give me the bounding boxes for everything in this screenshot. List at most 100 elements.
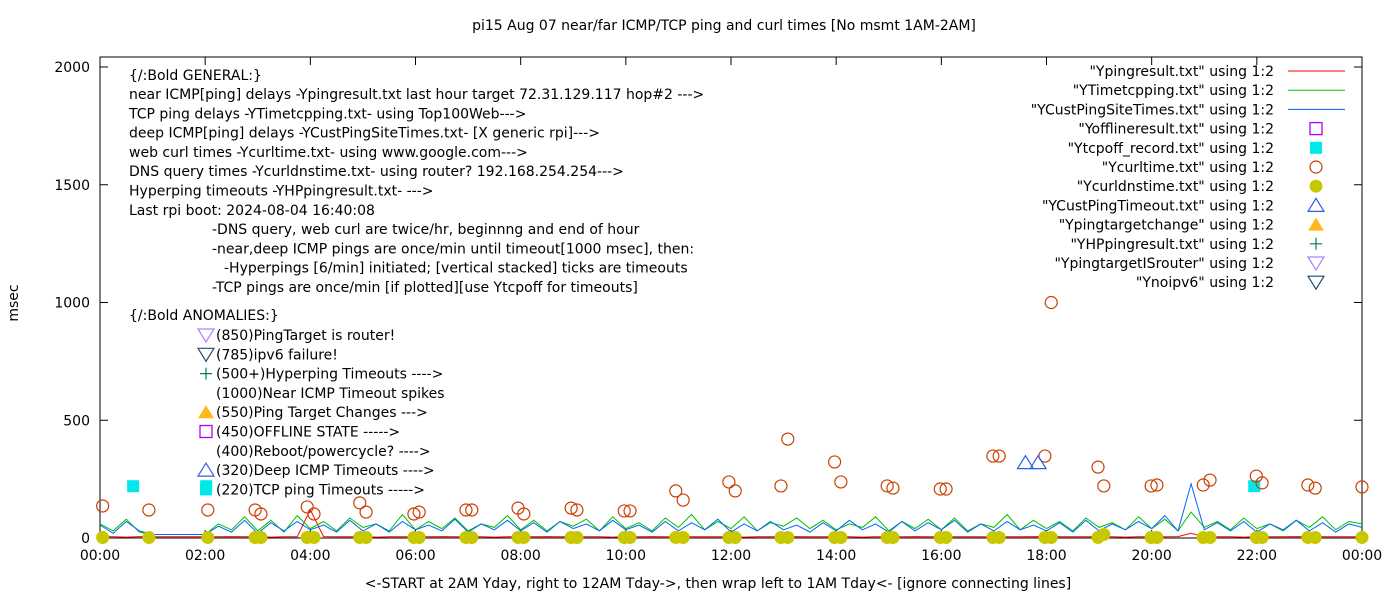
data-point xyxy=(933,482,947,496)
data-point xyxy=(781,432,795,446)
x-tick-label: 18:00 xyxy=(1026,548,1066,564)
data-point xyxy=(728,531,742,545)
data-point xyxy=(1255,476,1269,490)
x-tick-label: 12:00 xyxy=(711,548,751,564)
y-tick-label: 1000 xyxy=(54,296,90,312)
x-tick-label: 04:00 xyxy=(290,548,330,564)
x-tick-label: 06:00 xyxy=(395,548,435,564)
note-line: -near,deep ICMP pings are once/min until… xyxy=(212,241,694,257)
data-point xyxy=(623,531,637,545)
data-point xyxy=(1203,473,1217,487)
data-point xyxy=(722,475,736,489)
data-point xyxy=(142,531,156,545)
legend-label: "YpingtargetISrouter" using 1:2 xyxy=(1054,256,1274,272)
anomaly-line: (450)OFFLINE STATE -----> xyxy=(216,425,400,441)
data-point xyxy=(774,479,788,493)
general-line: deep ICMP[ping] delays -YCustPingSiteTim… xyxy=(129,126,600,142)
data-point xyxy=(992,531,1006,545)
x-tick-label: 22:00 xyxy=(1237,548,1277,564)
data-point xyxy=(986,449,1000,463)
data-point xyxy=(834,531,848,545)
legend: "Ypingresult.txt" using 1:2 "YTimetcpping… xyxy=(1031,64,1345,291)
data-point xyxy=(412,531,426,545)
data-point xyxy=(834,475,848,489)
x-tick-label: 10:00 xyxy=(606,548,646,564)
data-point xyxy=(359,531,373,545)
anomaly-marker xyxy=(196,328,216,344)
data-point xyxy=(359,505,373,519)
legend-label: "Yofflineresult.txt" using 1:2 xyxy=(1078,122,1274,138)
y-tick-label: 0 xyxy=(81,531,90,547)
series-6 xyxy=(96,527,1369,545)
anomaly-marker xyxy=(200,483,212,496)
data-point xyxy=(1097,479,1111,493)
data-point xyxy=(1248,480,1261,493)
x-tick-label: 08:00 xyxy=(500,548,540,564)
general-line: Hyperping timeouts -YHPpingresult.txt- -… xyxy=(129,184,434,200)
data-point xyxy=(676,531,690,545)
anomaly-line: (500+)Hyperping Timeouts ----> xyxy=(216,367,443,383)
general-line: near ICMP[ping] delays -Ypingresult.txt … xyxy=(129,87,704,103)
data-point xyxy=(564,501,578,515)
data-point xyxy=(1355,531,1369,545)
data-point xyxy=(307,531,321,545)
data-point xyxy=(1355,480,1369,494)
anomaly-line: (1000)Near ICMP Timeout spikes xyxy=(216,386,445,402)
data-point xyxy=(465,531,479,545)
legend-marker xyxy=(1309,179,1323,193)
legend-marker xyxy=(1306,197,1326,212)
legend-marker xyxy=(1306,256,1326,272)
data-point xyxy=(517,531,531,545)
legend-label: "YTimetcpping.txt" using 1:2 xyxy=(1073,83,1274,99)
x-tick-label: 16:00 xyxy=(921,548,961,564)
legend-label: "YCustPingTimeout.txt" using 1:2 xyxy=(1042,198,1274,214)
data-point xyxy=(1150,531,1164,545)
data-point xyxy=(781,531,795,545)
x-tick-label: 20:00 xyxy=(1131,548,1171,564)
data-point xyxy=(407,507,421,521)
anomaly-marker xyxy=(199,424,213,439)
anomaly-marker xyxy=(196,347,216,363)
data-point xyxy=(254,507,268,521)
data-point xyxy=(1255,531,1269,545)
data-point xyxy=(886,481,900,495)
data-point xyxy=(517,507,531,521)
anomalies-header: {/:Bold ANOMALIES:} xyxy=(129,308,279,324)
note-line: -TCP pings are once/min [if plotted][use… xyxy=(212,280,638,296)
data-point xyxy=(127,480,140,493)
legend-marker xyxy=(1306,275,1326,291)
anomaly-line: (400)Reboot/powercycle? ----> xyxy=(216,444,431,460)
data-point xyxy=(1308,531,1322,545)
data-point xyxy=(254,531,268,545)
data-point xyxy=(459,503,473,517)
data-point xyxy=(465,503,479,517)
y-tick-label: 1500 xyxy=(54,178,90,194)
legend-marker xyxy=(1309,121,1323,136)
anomaly-marker xyxy=(200,367,212,380)
legend-label: "YCustPingSiteTimes.txt" using 1:2 xyxy=(1031,102,1274,118)
legend-label: "Ycurltime.txt" using 1:2 xyxy=(1102,160,1274,176)
data-point xyxy=(142,503,156,517)
x-tick-label: 00:00 xyxy=(1342,548,1382,564)
data-point xyxy=(1044,295,1058,310)
x-axis-label: <-START at 2AM Yday, right to 12AM Tday-… xyxy=(365,576,1071,592)
general-line: web curl times -Ycurltime.txt- using www… xyxy=(129,145,528,161)
data-point xyxy=(1196,478,1210,492)
anomaly-marker xyxy=(196,461,216,477)
x-tick-label: 02:00 xyxy=(185,548,225,564)
legend-label: "Ypingresult.txt" using 1:2 xyxy=(1089,64,1274,80)
data-point xyxy=(201,531,215,545)
general-line: DNS query times -Ycurldnstime.txt- using… xyxy=(129,164,624,180)
y-axis-label: msec xyxy=(6,284,22,321)
data-point xyxy=(201,503,215,517)
y-tick-label: 500 xyxy=(63,413,90,429)
data-point xyxy=(307,507,321,521)
legend-marker xyxy=(1309,160,1323,174)
note-line: -Hyperpings [6/min] initiated; [vertical… xyxy=(224,261,688,277)
data-point xyxy=(96,499,110,513)
annotations: {/:Bold GENERAL:} near ICMP[ping] delays … xyxy=(128,68,704,498)
data-point xyxy=(1097,527,1111,541)
data-point xyxy=(669,484,683,498)
general-header: {/:Bold GENERAL:} xyxy=(129,68,262,84)
